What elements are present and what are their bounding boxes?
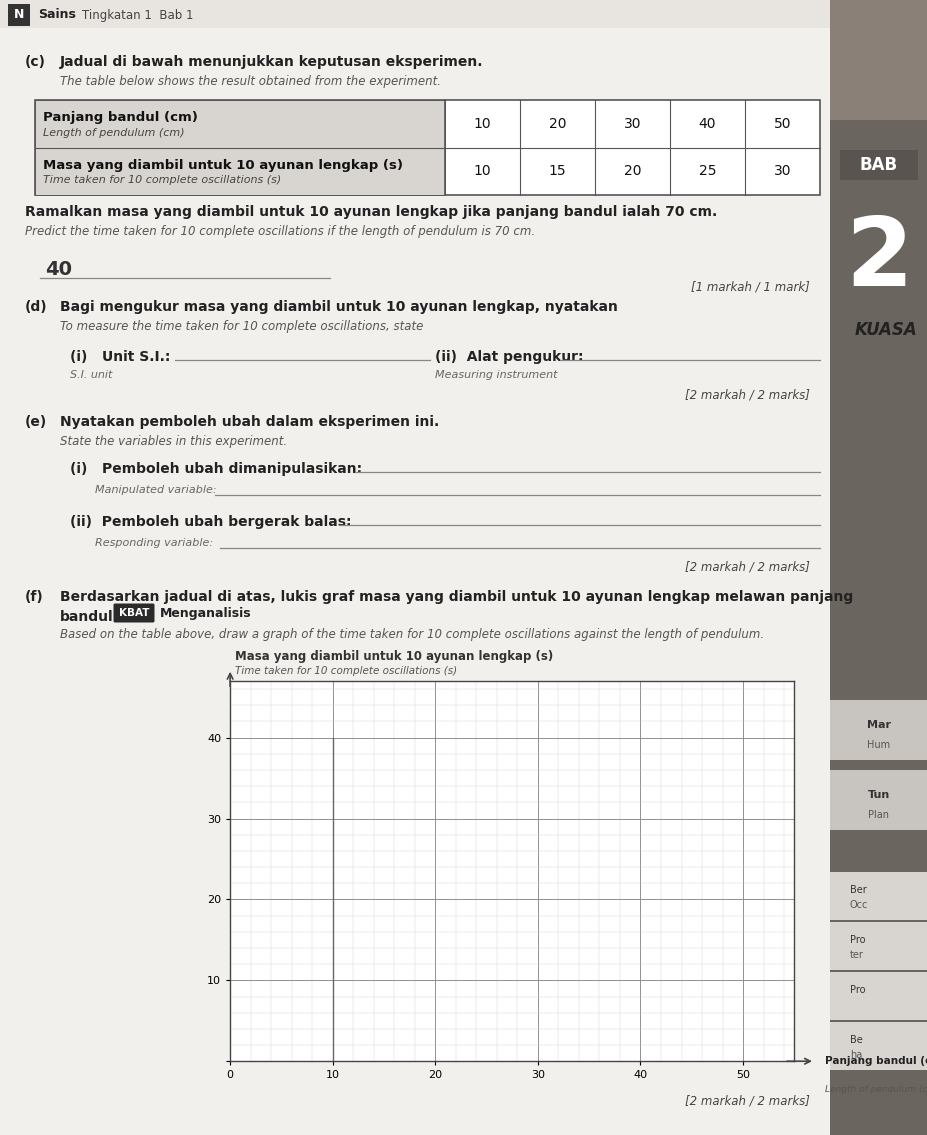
Text: Responding variable:: Responding variable: xyxy=(95,538,213,548)
Text: Masa yang diambil untuk 10 ayunan lengkap (s): Masa yang diambil untuk 10 ayunan lengka… xyxy=(235,650,552,663)
Text: Pro: Pro xyxy=(849,935,865,945)
Bar xyxy=(35,100,445,148)
Text: Be: Be xyxy=(849,1035,862,1045)
Text: (d): (d) xyxy=(25,300,47,314)
Text: ha: ha xyxy=(849,1050,861,1060)
Text: [2 markah / 2 marks]: [2 markah / 2 marks] xyxy=(684,388,809,401)
Text: (i)   Unit S.I.:: (i) Unit S.I.: xyxy=(70,350,175,364)
Text: Ramalkan masa yang diambil untuk 10 ayunan lengkap jika panjang bandul ialah 70 : Ramalkan masa yang diambil untuk 10 ayun… xyxy=(25,205,717,219)
Text: Occ: Occ xyxy=(849,900,868,910)
Text: Predict the time taken for 10 complete oscillations if the length of pendulum is: Predict the time taken for 10 complete o… xyxy=(25,225,535,238)
Text: Length of pendulum (cm): Length of pendulum (cm) xyxy=(824,1085,927,1094)
Text: 2: 2 xyxy=(844,213,912,306)
Text: Menganalisis: Menganalisis xyxy=(159,606,251,620)
Text: Manipulated variable:: Manipulated variable: xyxy=(95,485,220,495)
Text: State the variables in this experiment.: State the variables in this experiment. xyxy=(60,435,286,448)
Text: S.I. unit: S.I. unit xyxy=(70,370,112,380)
Text: To measure the time taken for 10 complete oscillations, state: To measure the time taken for 10 complet… xyxy=(60,320,423,333)
Text: 10: 10 xyxy=(473,117,490,131)
Text: Pro: Pro xyxy=(849,985,865,995)
Text: bandul.: bandul. xyxy=(60,609,119,624)
Bar xyxy=(829,922,927,970)
Text: 50: 50 xyxy=(773,117,791,131)
Text: (e): (e) xyxy=(25,415,47,429)
Text: (ii)  Pemboleh ubah bergerak balas:: (ii) Pemboleh ubah bergerak balas: xyxy=(70,515,356,529)
Bar xyxy=(829,770,927,830)
Text: Mar: Mar xyxy=(866,720,890,730)
Text: N: N xyxy=(14,8,24,22)
Text: Time taken for 10 complete oscillations (s): Time taken for 10 complete oscillations … xyxy=(235,666,457,676)
Text: [2 markah / 2 marks]: [2 markah / 2 marks] xyxy=(684,1095,809,1108)
Text: Tingkatan 1  Bab 1: Tingkatan 1 Bab 1 xyxy=(82,8,194,22)
Bar xyxy=(829,872,927,920)
Text: Berdasarkan jadual di atas, lukis graf masa yang diambil untuk 10 ayunan lengkap: Berdasarkan jadual di atas, lukis graf m… xyxy=(60,590,852,604)
Text: ter: ter xyxy=(849,950,863,960)
FancyBboxPatch shape xyxy=(113,604,154,622)
Bar xyxy=(35,148,445,195)
Text: The table below shows the result obtained from the experiment.: The table below shows the result obtaine… xyxy=(60,75,440,89)
Text: 10: 10 xyxy=(473,165,490,178)
Text: 40: 40 xyxy=(698,117,716,131)
Bar xyxy=(839,150,917,180)
Text: 40: 40 xyxy=(44,260,72,279)
Text: Time taken for 10 complete oscillations (s): Time taken for 10 complete oscillations … xyxy=(43,175,281,185)
Bar xyxy=(0,0,829,28)
Text: 25: 25 xyxy=(698,165,716,178)
Text: 15: 15 xyxy=(548,165,565,178)
Text: Masa yang diambil untuk 10 ayunan lengkap (s): Masa yang diambil untuk 10 ayunan lengka… xyxy=(43,159,402,171)
Text: [1 markah / 1 mark]: [1 markah / 1 mark] xyxy=(691,280,809,293)
Text: 20: 20 xyxy=(623,165,641,178)
Text: Measuring instrument: Measuring instrument xyxy=(435,370,557,380)
Text: Nyatakan pemboleh ubah dalam eksperimen ini.: Nyatakan pemboleh ubah dalam eksperimen … xyxy=(60,415,438,429)
Text: (c): (c) xyxy=(25,54,46,69)
Bar xyxy=(829,120,927,1135)
Text: Sains: Sains xyxy=(38,8,76,22)
Text: Panjang bandul (cm): Panjang bandul (cm) xyxy=(824,1057,927,1066)
Text: Plan: Plan xyxy=(868,810,889,819)
Text: BAB: BAB xyxy=(859,155,897,174)
Text: Based on the table above, draw a graph of the time taken for 10 complete oscilla: Based on the table above, draw a graph o… xyxy=(60,628,763,641)
Bar xyxy=(829,972,927,1020)
Text: Jadual di bawah menunjukkan keputusan eksperimen.: Jadual di bawah menunjukkan keputusan ek… xyxy=(60,54,483,69)
Text: Hum: Hum xyxy=(867,740,890,750)
Text: 30: 30 xyxy=(623,117,641,131)
Bar xyxy=(829,0,927,120)
Text: Ber: Ber xyxy=(849,885,866,896)
Text: 30: 30 xyxy=(773,165,791,178)
Bar xyxy=(829,700,927,760)
Bar xyxy=(8,5,30,26)
Text: [2 markah / 2 marks]: [2 markah / 2 marks] xyxy=(684,560,809,573)
Text: (f): (f) xyxy=(25,590,44,604)
Text: Length of pendulum (cm): Length of pendulum (cm) xyxy=(43,128,184,137)
Text: Panjang bandul (cm): Panjang bandul (cm) xyxy=(43,111,197,124)
Bar xyxy=(829,1022,927,1070)
Text: KUASA: KUASA xyxy=(854,321,917,339)
Text: KBAT: KBAT xyxy=(119,608,149,617)
Text: Tun: Tun xyxy=(867,790,889,800)
Text: (i)   Pemboleh ubah dimanipulasikan:: (i) Pemboleh ubah dimanipulasikan: xyxy=(70,462,366,476)
Text: (ii)  Alat pengukur:: (ii) Alat pengukur: xyxy=(435,350,588,364)
Bar xyxy=(35,100,819,195)
Text: 20: 20 xyxy=(548,117,565,131)
Text: Bagi mengukur masa yang diambil untuk 10 ayunan lengkap, nyatakan: Bagi mengukur masa yang diambil untuk 10… xyxy=(60,300,617,314)
